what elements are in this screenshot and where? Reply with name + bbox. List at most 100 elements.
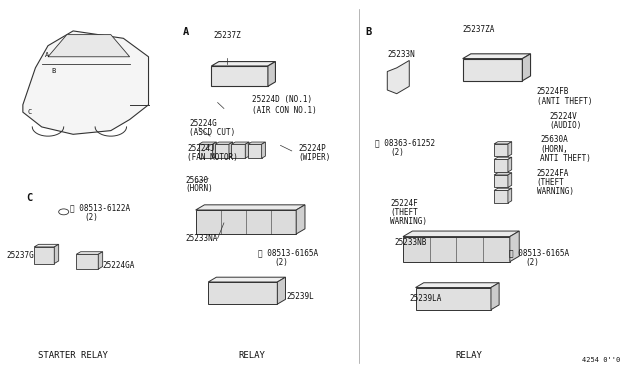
Polygon shape bbox=[229, 142, 233, 158]
Text: (2): (2) bbox=[84, 213, 99, 222]
Polygon shape bbox=[262, 142, 266, 158]
Polygon shape bbox=[494, 144, 508, 157]
Polygon shape bbox=[415, 288, 491, 310]
Text: WARNING): WARNING) bbox=[390, 217, 428, 226]
Text: (2): (2) bbox=[390, 148, 404, 157]
Text: 25224FA: 25224FA bbox=[537, 169, 569, 177]
Text: 4254 0''0: 4254 0''0 bbox=[582, 357, 620, 363]
Polygon shape bbox=[508, 173, 512, 187]
Polygon shape bbox=[34, 244, 59, 247]
Text: 25224J: 25224J bbox=[188, 144, 215, 153]
Text: 25233N: 25233N bbox=[388, 51, 415, 60]
Text: (ANTI THEFT): (ANTI THEFT) bbox=[537, 97, 593, 106]
Polygon shape bbox=[248, 142, 266, 144]
Text: (AUDIO): (AUDIO) bbox=[549, 121, 582, 130]
Text: (2): (2) bbox=[525, 258, 540, 267]
Polygon shape bbox=[494, 175, 508, 187]
Polygon shape bbox=[212, 142, 216, 158]
Polygon shape bbox=[415, 283, 499, 288]
Polygon shape bbox=[508, 157, 512, 172]
Text: Ⓢ 08513-6122A: Ⓢ 08513-6122A bbox=[70, 203, 130, 213]
Polygon shape bbox=[208, 277, 285, 282]
Text: STARTER RELAY: STARTER RELAY bbox=[38, 350, 108, 359]
Text: 25239L: 25239L bbox=[287, 292, 314, 301]
Polygon shape bbox=[463, 59, 522, 81]
Text: 25630A: 25630A bbox=[540, 135, 568, 144]
Polygon shape bbox=[403, 237, 510, 262]
Text: (FAN MOTOR): (FAN MOTOR) bbox=[188, 153, 238, 162]
Polygon shape bbox=[208, 282, 277, 304]
Text: (HORN): (HORN) bbox=[185, 185, 212, 193]
Polygon shape bbox=[76, 254, 99, 269]
Polygon shape bbox=[232, 142, 249, 144]
Text: Ⓢ 08513-6165A: Ⓢ 08513-6165A bbox=[509, 249, 569, 258]
Text: 25233NB: 25233NB bbox=[395, 238, 427, 247]
Polygon shape bbox=[99, 252, 102, 269]
Polygon shape bbox=[463, 54, 531, 59]
Polygon shape bbox=[215, 142, 233, 144]
Polygon shape bbox=[508, 188, 512, 203]
Text: 25237ZA: 25237ZA bbox=[462, 25, 495, 33]
Polygon shape bbox=[211, 66, 268, 86]
Text: 25224G: 25224G bbox=[189, 119, 217, 128]
Text: (AIR CON NO.1): (AIR CON NO.1) bbox=[252, 106, 317, 115]
Text: B: B bbox=[365, 27, 372, 37]
Text: (2): (2) bbox=[274, 258, 288, 267]
Text: (ASCD CUT): (ASCD CUT) bbox=[189, 128, 236, 137]
Polygon shape bbox=[403, 231, 519, 237]
Polygon shape bbox=[211, 62, 275, 66]
Polygon shape bbox=[215, 144, 229, 158]
Polygon shape bbox=[196, 210, 296, 234]
Polygon shape bbox=[268, 62, 275, 86]
Polygon shape bbox=[199, 142, 216, 144]
Text: 25239LA: 25239LA bbox=[410, 294, 442, 303]
Text: Ⓢ 08363-61252: Ⓢ 08363-61252 bbox=[374, 138, 435, 147]
Text: (WIPER): (WIPER) bbox=[298, 153, 330, 162]
Polygon shape bbox=[494, 188, 512, 190]
Text: 25224GA: 25224GA bbox=[102, 261, 135, 270]
Text: (THEFT: (THEFT bbox=[537, 178, 564, 187]
Polygon shape bbox=[48, 35, 130, 57]
Text: WARNING): WARNING) bbox=[537, 187, 574, 196]
Polygon shape bbox=[494, 173, 512, 175]
Polygon shape bbox=[196, 205, 305, 210]
Text: (THEFT: (THEFT bbox=[390, 208, 418, 217]
Polygon shape bbox=[491, 283, 499, 310]
Polygon shape bbox=[522, 54, 531, 81]
Text: RELAY: RELAY bbox=[456, 350, 483, 359]
Text: A: A bbox=[183, 27, 189, 37]
Text: 25233NA: 25233NA bbox=[185, 234, 218, 243]
Circle shape bbox=[59, 209, 68, 215]
Text: C: C bbox=[26, 193, 32, 203]
Polygon shape bbox=[199, 144, 212, 158]
Text: 25224P: 25224P bbox=[298, 144, 326, 153]
Polygon shape bbox=[494, 190, 508, 203]
Text: Ⓢ 08513-6165A: Ⓢ 08513-6165A bbox=[259, 249, 319, 258]
Polygon shape bbox=[23, 31, 148, 134]
Polygon shape bbox=[494, 160, 508, 172]
Polygon shape bbox=[494, 157, 512, 160]
Polygon shape bbox=[510, 231, 519, 262]
Text: 25224FB: 25224FB bbox=[537, 87, 569, 96]
Polygon shape bbox=[54, 244, 59, 263]
Polygon shape bbox=[296, 205, 305, 234]
Polygon shape bbox=[248, 144, 262, 158]
Polygon shape bbox=[508, 142, 512, 157]
Text: B: B bbox=[51, 68, 56, 74]
Polygon shape bbox=[76, 252, 102, 254]
Polygon shape bbox=[494, 142, 512, 144]
Polygon shape bbox=[232, 144, 245, 158]
Text: RELAY: RELAY bbox=[239, 350, 266, 359]
Text: 25224D (NO.1): 25224D (NO.1) bbox=[252, 95, 312, 104]
Polygon shape bbox=[387, 61, 409, 94]
Text: (HORN,: (HORN, bbox=[540, 145, 568, 154]
Polygon shape bbox=[277, 277, 285, 304]
Text: 25237Z: 25237Z bbox=[213, 31, 241, 40]
Text: 25237G: 25237G bbox=[6, 251, 34, 260]
Text: 25224F: 25224F bbox=[390, 199, 418, 208]
Polygon shape bbox=[245, 142, 249, 158]
Text: C: C bbox=[28, 109, 32, 115]
Text: A: A bbox=[45, 52, 49, 58]
Polygon shape bbox=[34, 247, 54, 263]
Text: 25224V: 25224V bbox=[549, 112, 577, 121]
